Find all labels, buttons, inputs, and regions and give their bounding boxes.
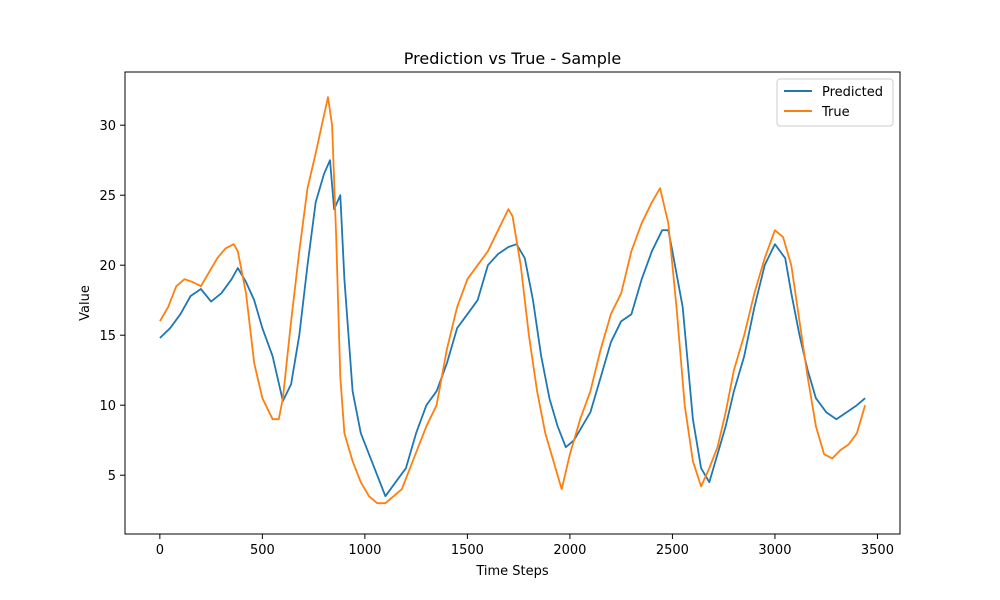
x-tick-label: 0 (156, 543, 164, 558)
plot-frame (124, 71, 901, 535)
x-tick-label: 2500 (656, 543, 689, 558)
series-layer (159, 96, 866, 505)
x-tick-label: 1500 (451, 543, 484, 558)
x-tick-label: 3500 (861, 543, 894, 558)
x-tick-label: 500 (250, 543, 275, 558)
y-tick-label: 25 (99, 189, 116, 204)
y-tick-label: 10 (99, 399, 116, 414)
x-axis-label: Time Steps (475, 564, 549, 579)
x-tick-label: 1000 (348, 543, 381, 558)
y-tick-label: 30 (99, 119, 116, 134)
y-tick-label: 20 (99, 259, 116, 274)
chart-title: Prediction vs True - Sample (404, 49, 621, 68)
series-line-true (159, 96, 866, 505)
y-axis: 5 10 15 20 25 30 (99, 119, 125, 484)
series-line-predicted (159, 159, 866, 498)
legend-label-predicted: Predicted (822, 85, 883, 100)
x-tick-label: 3000 (758, 543, 791, 558)
y-tick-label: 5 (108, 469, 116, 484)
plot-area (125, 72, 900, 534)
legend: Predicted True (776, 78, 894, 127)
x-tick-label: 2000 (553, 543, 586, 558)
x-axis: 0 500 1000 1500 2000 2500 3000 3500 (156, 534, 894, 558)
y-axis-label: Value (78, 285, 93, 321)
legend-label-true: True (821, 105, 850, 120)
y-tick-label: 15 (99, 329, 116, 344)
